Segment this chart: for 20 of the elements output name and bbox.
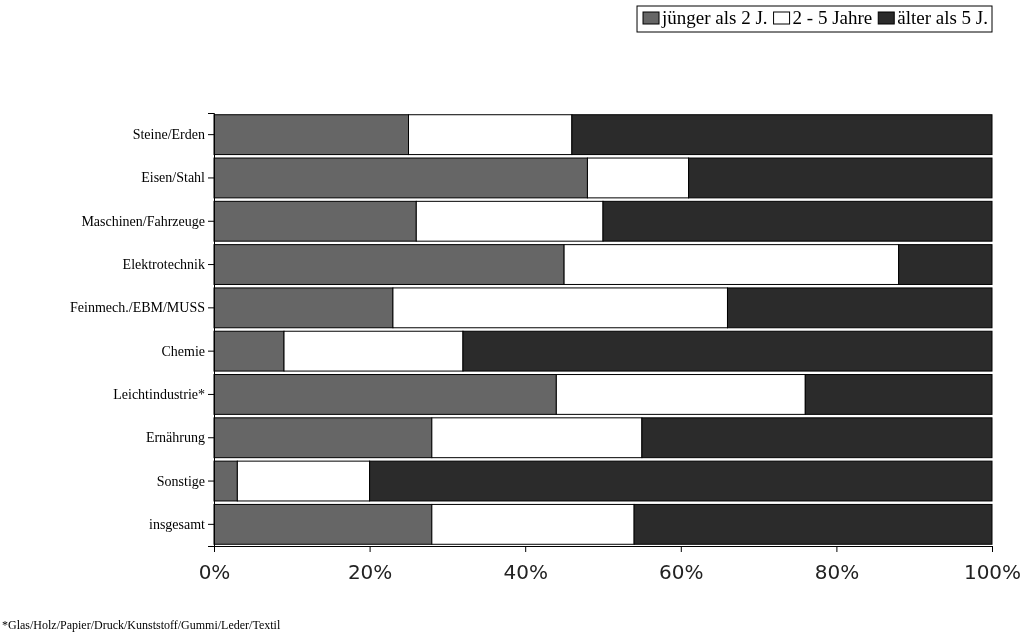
y-tick-label: Ernährung bbox=[145, 430, 205, 446]
y-tick-label: Leichtindustrie* bbox=[113, 386, 205, 402]
x-tick-label: 80% bbox=[814, 560, 860, 584]
x-tick-label: 40% bbox=[503, 560, 548, 584]
x-tick-label: 100% bbox=[963, 560, 1022, 584]
y-tick-label: Elektrotechnik bbox=[122, 257, 205, 273]
y-tick-label: Chemie bbox=[161, 343, 205, 359]
y-tick-label: insgesamt bbox=[149, 516, 206, 532]
legend-label: 2 - 5 Jahre bbox=[792, 7, 873, 28]
legend-label: jünger als 2 J. bbox=[661, 7, 768, 28]
y-tick-label: Maschinen/Fahrzeuge bbox=[81, 213, 205, 229]
legend-label: älter als 5 J. bbox=[897, 7, 988, 28]
y-tick-label: Steine/Erden bbox=[132, 127, 205, 143]
y-tick-label: Sonstige bbox=[156, 473, 205, 489]
x-tick-label: 20% bbox=[347, 560, 393, 584]
y-tick-label: Eisen/Stahl bbox=[141, 170, 206, 186]
y-tick-label: Feinmech./EBM/MUSS bbox=[70, 300, 205, 316]
x-tick-label: 60% bbox=[659, 560, 704, 584]
x-tick-label: 0% bbox=[198, 560, 231, 584]
text: *Glas/Holz/Papier/Druck/Kunststoff/Gummi/Leder/Textil bbox=[2, 618, 281, 632]
